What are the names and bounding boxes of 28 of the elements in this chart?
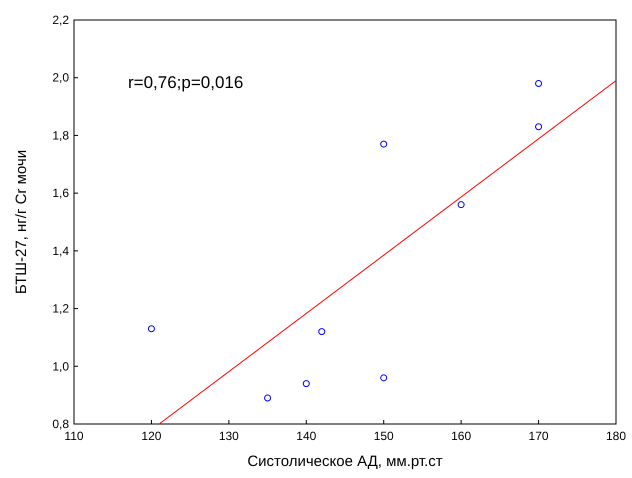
x-tick-label: 120 [141,429,162,443]
y-tick-label: 1,6 [52,186,70,200]
y-tick-label: 1,8 [52,128,70,142]
y-tick-label: 0,8 [52,417,70,431]
point [148,325,155,332]
x-tick-label: 150 [374,429,394,443]
annotation: r=0,76;p=0,016 [128,73,244,92]
x-tick-label: 140 [296,429,317,443]
x-tick-label: 130 [218,429,240,443]
point [302,380,310,388]
x-tick-label: 180 [606,429,626,443]
point [264,394,272,402]
point [535,80,542,87]
point [380,140,388,148]
y-tick-label: 2,0 [52,70,70,85]
y-axis-title: БТШ-27, нг/г Cr мочи [13,150,30,294]
x-tick-label: 170 [528,429,549,443]
x-axis-title: Систолическое АД, мм.рт.ст [247,453,443,470]
point [458,201,465,208]
point [380,374,388,382]
y-tick-label: 1,4 [52,244,70,258]
point [318,328,326,336]
y-tick-label: 1,2 [52,302,70,316]
point [535,123,542,130]
y-tick-label: 1,0 [52,359,70,374]
y-tick-label: 2,2 [52,13,70,27]
x-tick-label: 110 [64,429,84,443]
x-tick-label: 160 [451,429,472,443]
